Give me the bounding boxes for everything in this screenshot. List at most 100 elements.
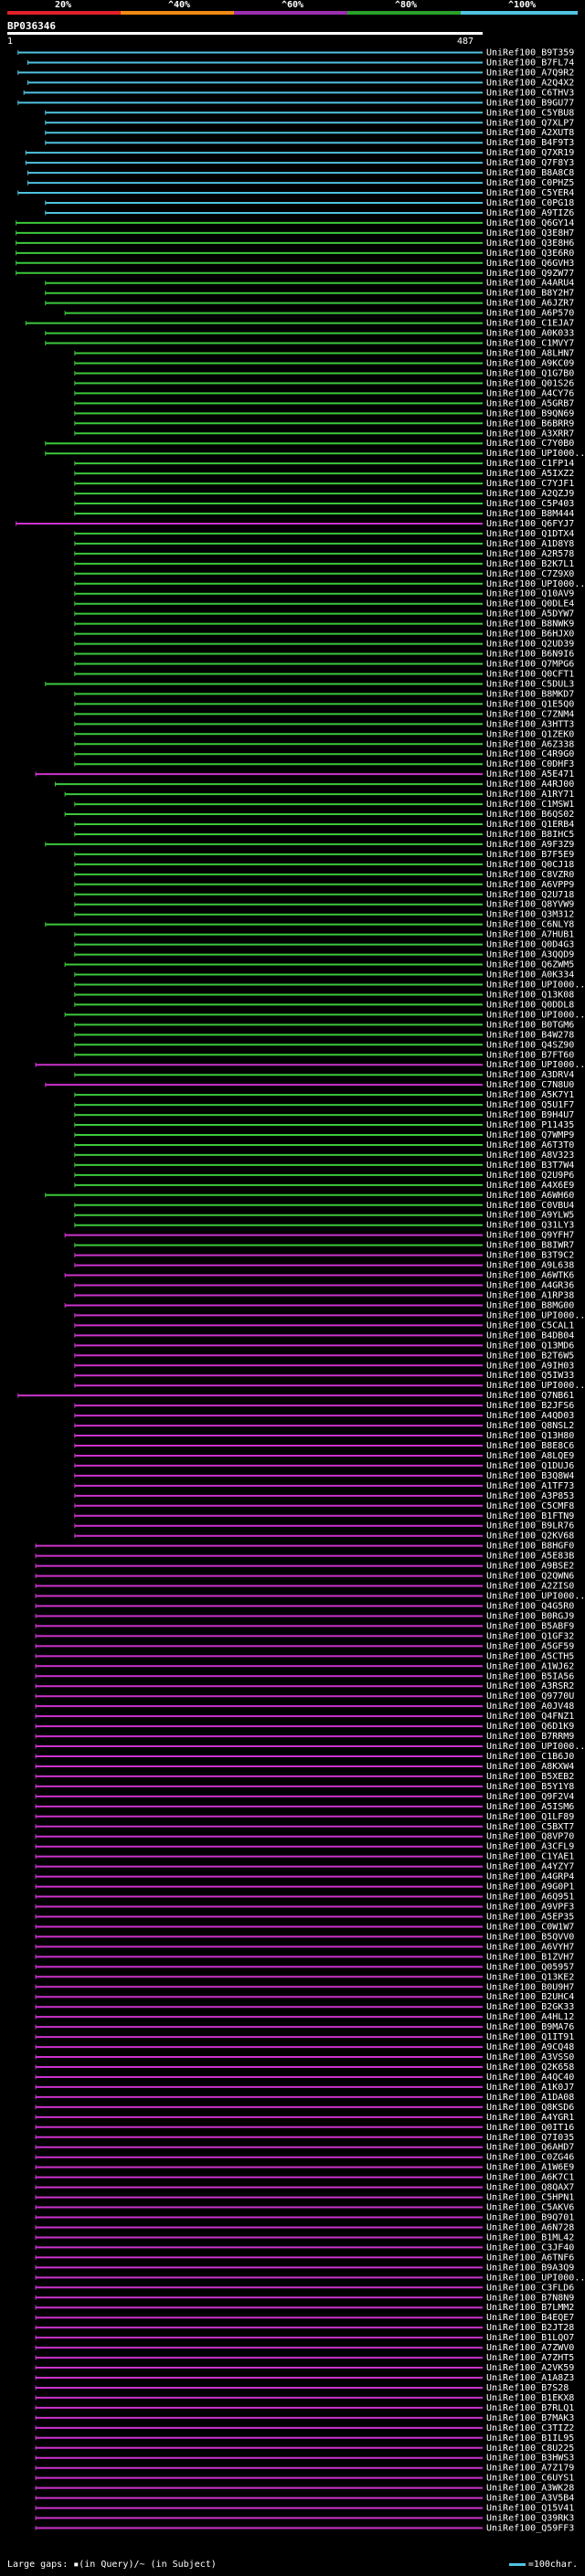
hit-label[interactable]: UniRef100_B7RRM9 (486, 1732, 574, 1742)
hit-label[interactable]: UniRef100_A8KXW4 (486, 1762, 574, 1772)
hit-label[interactable]: UniRef100_B9LR76 (486, 1521, 574, 1532)
hit-label[interactable]: UniRef100_C1MSW1 (486, 800, 574, 810)
hit-label[interactable]: UniRef100_Q7MPG6 (486, 660, 574, 670)
hit-label[interactable]: UniRef100_A6K7C1 (486, 2173, 574, 2183)
hit-label[interactable]: UniRef100_B8MKD7 (486, 689, 574, 699)
hit-label[interactable]: UniRef100_B8M444 (486, 509, 574, 519)
hit-label[interactable]: UniRef100_Q4G5R0 (486, 1601, 574, 1611)
hit-label[interactable]: UniRef100_A4YZY7 (486, 1862, 574, 1872)
hit-label[interactable]: UniRef100_Q9770U (486, 1691, 574, 1701)
hit-label[interactable]: UniRef100_Q8YVW9 (486, 900, 574, 910)
hit-label[interactable]: UniRef100_UPI000... (486, 1381, 585, 1391)
hit-label[interactable]: UniRef100_B3HWS3 (486, 2454, 574, 2464)
hit-label[interactable]: UniRef100_A1TF73 (486, 1481, 574, 1491)
hit-label[interactable]: UniRef100_B6BRR9 (486, 419, 574, 429)
hit-label[interactable]: UniRef100_B1IL95 (486, 2433, 574, 2443)
hit-label[interactable]: UniRef100_C0PHZ5 (486, 178, 574, 188)
hit-label[interactable]: UniRef100_B2T6W5 (486, 1351, 574, 1361)
hit-label[interactable]: UniRef100_Q1E5Q0 (486, 699, 574, 709)
hit-label[interactable]: UniRef100_B9QN69 (486, 408, 574, 419)
hit-label[interactable]: UniRef100_C5P403 (486, 499, 574, 509)
hit-label[interactable]: UniRef100_A9L638 (486, 1261, 574, 1271)
hit-label[interactable]: UniRef100_Q3M312 (486, 910, 574, 920)
hit-label[interactable]: UniRef100_Q2KV68 (486, 1532, 574, 1542)
hit-label[interactable]: UniRef100_B8E8C6 (486, 1441, 574, 1451)
hit-label[interactable]: UniRef100_C7YJF1 (486, 479, 574, 489)
hit-label[interactable]: UniRef100_A4ARU4 (486, 279, 574, 289)
hit-label[interactable]: UniRef100_A1A8Z3 (486, 2373, 574, 2383)
hit-label[interactable]: UniRef100_Q4FNZ1 (486, 1712, 574, 1722)
hit-label[interactable]: UniRef100_UPI000... (486, 980, 585, 990)
hit-label[interactable]: UniRef100_B1EKX8 (486, 2393, 574, 2403)
hit-label[interactable]: UniRef100_A1RP38 (486, 1290, 574, 1300)
hit-label[interactable]: UniRef100_C5HPN1 (486, 2193, 574, 2203)
hit-label[interactable]: UniRef100_P11435 (486, 1120, 574, 1130)
hit-label[interactable]: UniRef100_B9H4U7 (486, 1110, 574, 1120)
hit-label[interactable]: UniRef100_A3HTT3 (486, 719, 574, 729)
hit-label[interactable]: UniRef100_B9T359 (486, 48, 574, 58)
hit-label[interactable]: UniRef100_Q31LY3 (486, 1221, 574, 1231)
hit-label[interactable]: UniRef100_Q9ZW77 (486, 269, 574, 279)
hit-label[interactable]: UniRef100_B6QS02 (486, 810, 574, 820)
hit-label[interactable]: UniRef100_Q2QWN6 (486, 1572, 574, 1582)
hit-label[interactable]: UniRef100_A3RSR2 (486, 1681, 574, 1691)
hit-label[interactable]: UniRef100_Q01S26 (486, 378, 574, 388)
hit-label[interactable]: UniRef100_C5CMF8 (486, 1501, 574, 1511)
hit-label[interactable]: UniRef100_A1K0J7 (486, 2083, 574, 2093)
hit-label[interactable]: UniRef100_A1RY71 (486, 790, 574, 800)
hit-label[interactable]: UniRef100_C7Y0B0 (486, 439, 574, 449)
hit-label[interactable]: UniRef100_A6T3T0 (486, 1140, 574, 1150)
hit-label[interactable]: UniRef100_A5E471 (486, 769, 574, 779)
hit-label[interactable]: UniRef100_Q39RK3 (486, 2514, 574, 2524)
hit-label[interactable]: UniRef100_Q1ERB4 (486, 820, 574, 830)
hit-label[interactable]: UniRef100_A8LQE9 (486, 1451, 574, 1461)
hit-label[interactable]: UniRef100_C1B6J0 (486, 1752, 574, 1762)
hit-label[interactable]: UniRef100_Q8VP70 (486, 1832, 574, 1842)
hit-label[interactable]: UniRef100_A5CTH5 (486, 1651, 574, 1661)
hit-label[interactable]: UniRef100_A3XRR7 (486, 429, 574, 439)
hit-label[interactable]: UniRef100_B4DB04 (486, 1330, 574, 1341)
hit-label[interactable]: UniRef100_A2Q4X2 (486, 78, 574, 88)
hit-label[interactable]: UniRef100_A0JV48 (486, 1701, 574, 1712)
hit-label[interactable]: UniRef100_A9F3Z9 (486, 840, 574, 850)
hit-label[interactable]: UniRef100_A4RJ00 (486, 779, 574, 790)
hit-label[interactable]: UniRef100_A0K334 (486, 970, 574, 981)
hit-label[interactable]: UniRef100_B7F5E9 (486, 850, 574, 860)
hit-label[interactable]: UniRef100_Q0D4G3 (486, 940, 574, 950)
hit-label[interactable]: UniRef100_UPI000... (486, 1592, 585, 1602)
hit-label[interactable]: UniRef100_B3T7W4 (486, 1161, 574, 1171)
hit-label[interactable]: UniRef100_C1EJA7 (486, 319, 574, 329)
hit-label[interactable]: UniRef100_Q8QAX7 (486, 2183, 574, 2193)
hit-label[interactable]: UniRef100_A9CQ48 (486, 2042, 574, 2052)
hit-label[interactable]: UniRef100_A9TIZ6 (486, 208, 574, 218)
hit-label[interactable]: UniRef100_C0VBU4 (486, 1201, 574, 1211)
hit-label[interactable]: UniRef100_A6WH60 (486, 1191, 574, 1201)
hit-label[interactable]: UniRef100_A8LHN7 (486, 349, 574, 359)
hit-label[interactable]: UniRef100_A5GF59 (486, 1641, 574, 1651)
hit-label[interactable]: UniRef100_A7ZHT5 (486, 2353, 574, 2363)
hit-label[interactable]: UniRef100_B2GK33 (486, 2002, 574, 2012)
hit-label[interactable]: UniRef100_C8VZR0 (486, 870, 574, 880)
hit-label[interactable]: UniRef100_A6WTK6 (486, 1271, 574, 1281)
hit-label[interactable]: UniRef100_B5QVV0 (486, 1932, 574, 1942)
hit-label[interactable]: UniRef100_B1ML42 (486, 2232, 574, 2242)
hit-label[interactable]: UniRef100_A3DRV4 (486, 1070, 574, 1080)
hit-label[interactable]: UniRef100_B4F9T3 (486, 138, 574, 148)
hit-label[interactable]: UniRef100_B4EQE7 (486, 2313, 574, 2323)
hit-label[interactable]: UniRef100_C6THV3 (486, 88, 574, 98)
hit-label[interactable]: UniRef100_A7ZWV0 (486, 2343, 574, 2353)
hit-label[interactable]: UniRef100_A9VPF3 (486, 1903, 574, 1913)
hit-label[interactable]: UniRef100_C1MVY7 (486, 339, 574, 349)
hit-label[interactable]: UniRef100_C5AKV6 (486, 2203, 574, 2213)
hit-label[interactable]: UniRef100_B7RLQ1 (486, 2403, 574, 2413)
hit-label[interactable]: UniRef100_C8U225 (486, 2443, 574, 2454)
hit-label[interactable]: UniRef100_B0TGM6 (486, 1020, 574, 1030)
hit-label[interactable]: UniRef100_Q7XLP7 (486, 118, 574, 128)
hit-label[interactable]: UniRef100_C3JF40 (486, 2242, 574, 2253)
hit-label[interactable]: UniRef100_A3QQD9 (486, 950, 574, 960)
hit-label[interactable]: UniRef100_B9A3Q9 (486, 2263, 574, 2273)
hit-label[interactable]: UniRef100_A1WJ62 (486, 1661, 574, 1671)
hit-label[interactable]: UniRef100_C0PG18 (486, 198, 574, 208)
hit-label[interactable]: UniRef100_Q0IT16 (486, 2123, 574, 2133)
hit-label[interactable]: UniRef100_B7LMM2 (486, 2303, 574, 2313)
